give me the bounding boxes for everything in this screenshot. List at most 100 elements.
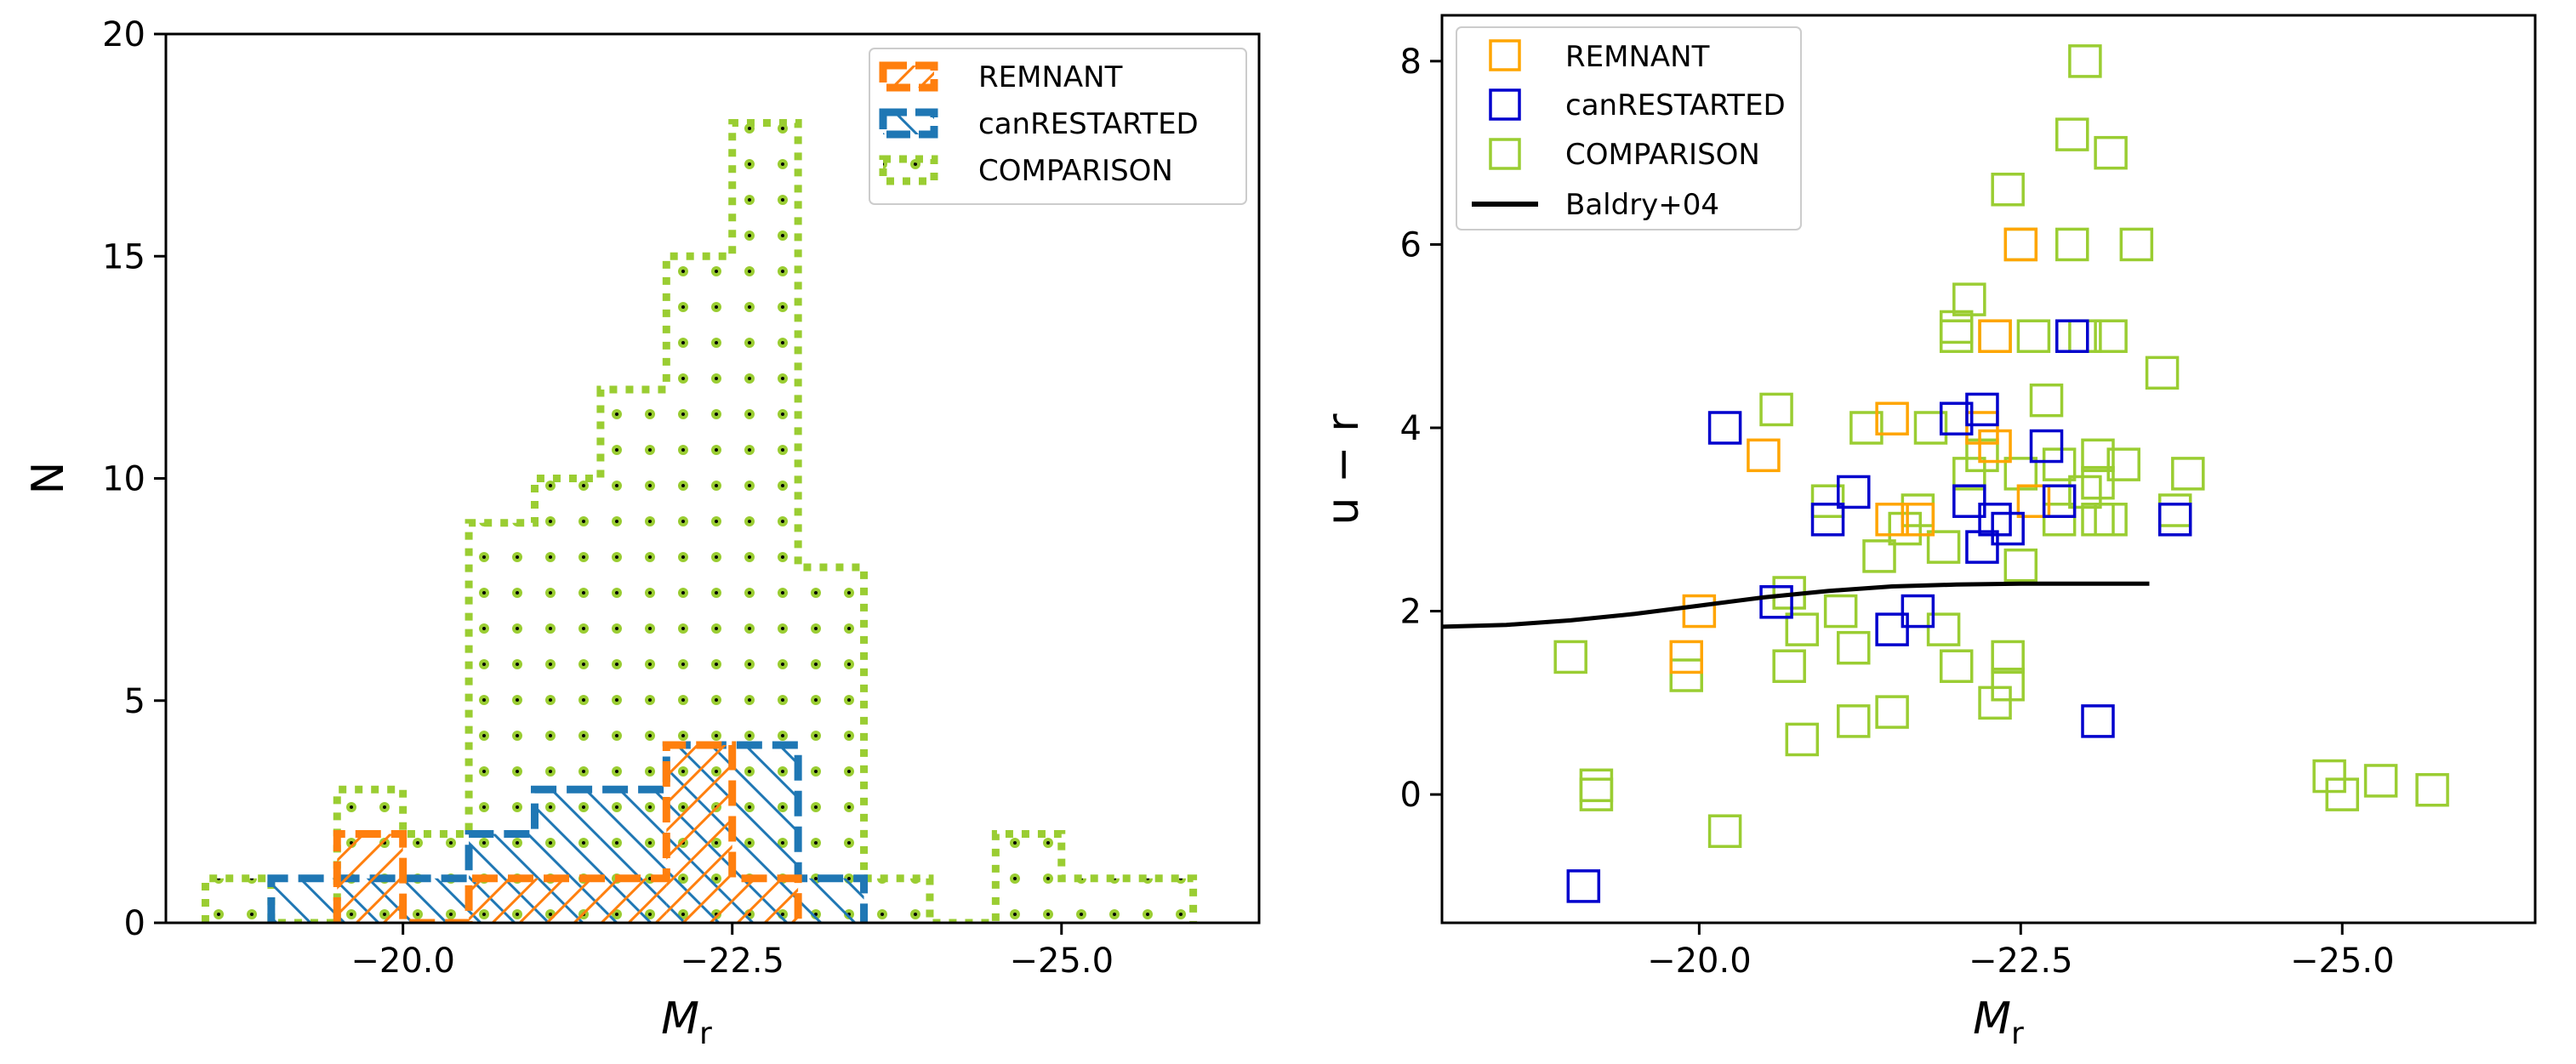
scatter-point-comparison [1772,649,1806,683]
scatter-point-canrestarted [2042,484,2077,518]
scatter-point-comparison [1810,484,1845,518]
histogram-outline-remnant [333,741,802,923]
scatter-point-remnant [1901,503,1935,537]
scatter-point-comparison [2094,503,2128,537]
histogram-x-label: Mr [661,993,712,1051]
scatter-point-comparison [2106,447,2140,481]
histogram-bar-fill-canrestarted [271,878,338,923]
histogram-y-tick-label: 15 [102,237,145,276]
histogram-bar-fill-remnant [534,878,601,923]
scatter-point-comparison [1579,777,1614,811]
scatter-plot-frame [1440,14,2537,925]
scatter-point-comparison [2363,764,2398,798]
histogram-y-tick-label: 5 [124,682,145,721]
scatter-series-canrestarted [1566,319,2192,903]
scatter-point-comparison [2081,438,2115,473]
scatter-point-comparison [1991,173,2025,207]
scatter-y-tick-label: 2 [1400,593,1422,632]
scatter-point-comparison [1837,630,1871,665]
scatter-point-comparison [1965,438,1999,473]
scatter-point-canrestarted [2157,503,2192,537]
scatter-point-comparison [1926,612,1961,646]
scatter-point-canrestarted [1901,594,1935,629]
scatter-point-comparison [2157,493,2192,527]
histogram-bar-fill-comparison [995,834,1062,923]
baldry-relation-line [1442,581,2150,629]
scatter-point-comparison [2029,383,2064,418]
scatter-y-tick-label: 0 [1400,776,1422,815]
histogram-bar-fill-remnant [600,878,667,923]
scatter-point-comparison [1952,282,1986,316]
histogram-bar-fill-remnant [666,745,732,923]
scatter-point-canrestarted [1707,411,1742,445]
histogram-y-tick-label: 20 [102,15,145,54]
scatter-point-remnant [1978,319,2012,353]
scatter-point-comparison [1849,411,1884,445]
scatter-point-comparison [2145,356,2180,390]
scatter-point-comparison [1553,640,1587,674]
scatter-point-comparison [2068,475,2102,509]
histogram-bar-fill-comparison [1061,878,1128,923]
scatter-point-remnant [2016,484,2051,518]
scatter-point-comparison [1579,768,1614,803]
scatter-point-comparison [2081,465,2115,500]
histogram-series-remnant [333,741,802,923]
scatter-point-comparison [1978,319,2012,353]
scatter-point-comparison [2055,227,2089,262]
scatter-point-comparison [1759,392,1793,427]
scatter-y-tick-label: 8 [1400,43,1422,82]
legend-scatter-comparison-label: COMPARISON [1565,138,1760,172]
scatter-point-remnant [1978,429,2012,464]
scatter-x-tick-label: −25.0 [2290,942,2395,981]
scatter-x-tick-label: −22.5 [1969,942,2073,981]
legend-remnant-label: REMNANT [978,60,1123,94]
histogram-bar-fill-canrestarted [402,878,470,923]
histogram-bar-fill-canrestarted [798,878,864,923]
histogram-x-tick-label: −20.0 [350,942,455,981]
scatter-point-comparison [2003,227,2038,262]
scatter-point-comparison [2042,503,2077,537]
scatter-point-comparison [2312,759,2346,794]
legend-canrestarted-swatch [879,108,938,139]
scatter-point-comparison [2003,457,2038,491]
scatter-point-comparison [1939,319,1974,353]
scatter-point-comparison [1888,511,1922,546]
scatter-point-comparison [1952,457,1986,491]
scatter-x-tick-label: −20.0 [1647,942,1752,981]
scatter-point-canrestarted [1965,530,1999,564]
legend-scatter-remnant-marker [1489,39,1521,71]
scatter-point-canrestarted [1991,511,2025,546]
scatter-point-comparison [2415,772,2449,807]
histogram-bar-fill-comparison [205,878,271,923]
histogram-y-tick-label: 10 [102,460,145,499]
legend-scatter-remnant-label: REMNANT [1565,40,1710,74]
scatter-point-canrestarted [1978,503,2012,537]
scatter-point-remnant [2003,227,2038,262]
scatter-point-comparison [2171,457,2205,491]
histogram-bar-fill-comparison [1127,878,1194,923]
legend-scatter-comparison-marker [1489,138,1521,170]
legend-baldry-label: Baldry+04 [1565,188,1719,222]
scatter-point-remnant [1682,594,1717,629]
scatter-point-comparison [1785,612,1820,646]
legend-comparison-label: COMPARISON [978,154,1173,188]
scatter-legend-box [1456,26,1802,230]
scatter-point-comparison [2325,777,2359,811]
histogram-bar-fill-comparison [798,567,864,923]
scatter-point-remnant [1875,401,1909,435]
histogram-x-tick-label: −22.5 [680,942,784,981]
scatter-point-canrestarted [1875,612,1909,646]
scatter-point-canrestarted [2081,704,2115,738]
scatter-point-comparison [2016,319,2051,353]
scatter-point-comparison [2094,135,2128,170]
histogram-panel: −20.0 −22.5 −25.0 0 5 10 15 20 Mr N REMNANT ca… [23,15,1261,1051]
scatter-x-label: Mr [1973,993,2024,1051]
histogram-legend: REMNANT canRESTARTED COMPARISON [869,48,1247,205]
histogram-bar-fill-remnant [732,878,799,923]
histogram-bar-fill-comparison [863,878,930,923]
histogram-y-tick-label: 0 [124,904,145,943]
histogram-y-label: N [23,462,74,495]
legend-scatter-canrestarted-label: canRESTARTED [1565,88,1786,122]
scatter-point-canrestarted [1837,475,1871,509]
